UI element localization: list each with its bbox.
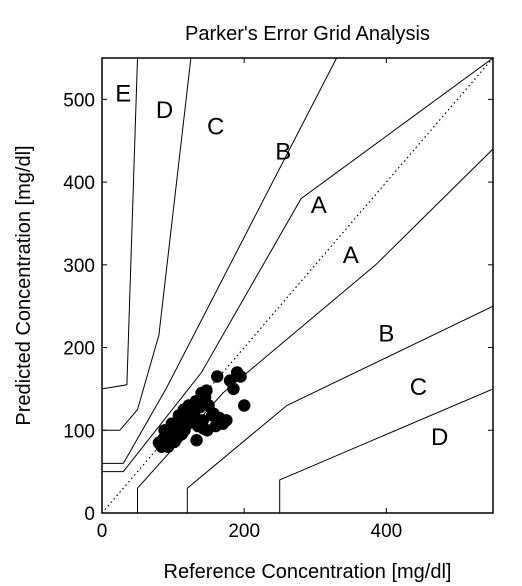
boundary-d-e [102, 58, 138, 390]
zone-label: E [115, 81, 131, 108]
y-tick-label: 500 [63, 90, 95, 111]
zone-label: B [378, 320, 394, 347]
zone-label: C [410, 374, 427, 401]
data-point [227, 382, 240, 396]
zone-label: B [275, 138, 291, 165]
data-point [165, 417, 178, 430]
x-tick-label: 0 [97, 521, 108, 542]
data-point [238, 399, 251, 412]
y-tick-label: 100 [63, 421, 95, 442]
boundary-a-b-lower [137, 148, 493, 513]
y-axis-ticks: 0 100 200 300 400 500 [63, 90, 493, 525]
chart-title: Parker's Error Grid Analysis [185, 23, 430, 45]
data-point [234, 370, 247, 383]
boundary-b-c-lower [186, 305, 493, 513]
y-tick-label: 300 [63, 256, 95, 277]
x-tick-label: 400 [371, 521, 403, 542]
boundary-b-c-upper [102, 58, 338, 464]
data-points [152, 366, 251, 453]
data-point [197, 422, 210, 435]
zone-label: A [343, 242, 359, 269]
zone-label: C [207, 114, 224, 141]
plot-frame [101, 57, 494, 514]
zone-label: A [311, 192, 327, 219]
data-point [207, 407, 220, 420]
zone-boundaries [102, 58, 493, 513]
x-axis-ticks: 0 200 400 [97, 58, 403, 542]
y-tick-label: 0 [84, 504, 95, 525]
data-point [220, 414, 233, 427]
boundary-a-b-upper [102, 58, 493, 473]
data-point [177, 403, 190, 416]
y-axis-label: Predicted Concentration [mg/dl] [13, 145, 35, 425]
data-point [211, 370, 224, 383]
data-point [164, 437, 177, 450]
data-point [186, 414, 199, 427]
y-tick-label: 400 [63, 173, 95, 194]
x-tick-label: 200 [228, 521, 260, 542]
boundary-c-d-lower [279, 388, 493, 513]
boundary-c-d-upper [102, 58, 192, 431]
data-point [174, 427, 188, 440]
zone-label: D [431, 424, 448, 451]
y-tick-label: 200 [63, 339, 95, 360]
x-axis-label: Reference Concentration [mg/dl] [164, 561, 452, 583]
zone-label: D [156, 97, 173, 124]
data-point [200, 384, 213, 397]
data-point [190, 434, 203, 447]
